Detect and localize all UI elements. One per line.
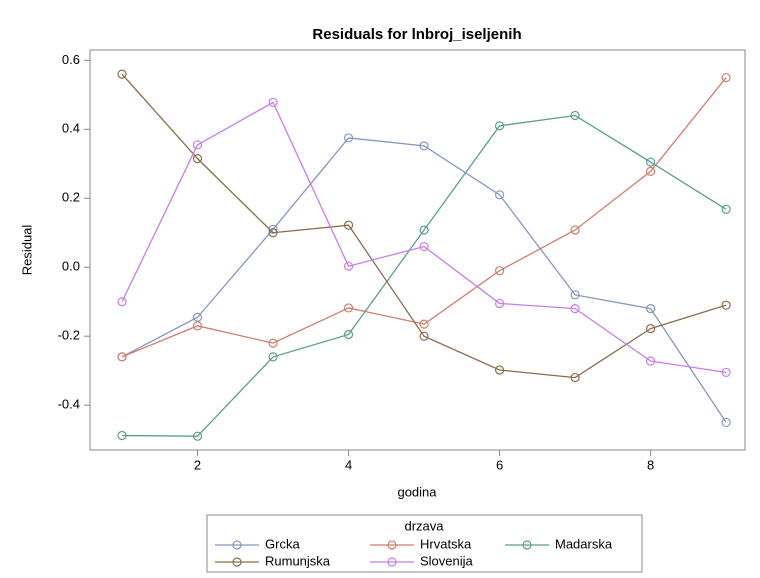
series-line (121, 73, 727, 379)
x-tick-label: 4 (345, 457, 352, 472)
data-point (646, 324, 656, 334)
data-point (494, 298, 505, 309)
legend-frame (206, 514, 643, 573)
data-point (268, 228, 278, 238)
data-point (494, 121, 505, 131)
data-point (117, 352, 127, 362)
data-point (646, 304, 656, 314)
chart-title: Residuals for lnbroj_iseljenih (312, 26, 521, 43)
y-tick-label: -0.2 (58, 328, 80, 343)
legend-label: Slovenija (420, 553, 474, 568)
data-point (570, 110, 580, 121)
data-point (192, 312, 203, 322)
data-point (268, 97, 278, 108)
legend-label: Grcka (265, 536, 300, 551)
data-point (721, 204, 731, 214)
data-point (570, 372, 580, 383)
data-point (343, 261, 354, 271)
legend-label: Madarska (555, 536, 613, 551)
legend-marker (387, 540, 397, 550)
data-point (117, 297, 127, 307)
data-point (343, 220, 354, 230)
data-point (570, 225, 580, 235)
data-point (192, 431, 203, 441)
data-point (721, 300, 731, 310)
y-tick-label: 0.2 (62, 190, 80, 205)
data-point (721, 72, 731, 83)
data-point (192, 321, 203, 331)
y-tick-label: 0.4 (62, 121, 80, 136)
legend-label: Hrvatska (420, 536, 472, 551)
data-point (646, 356, 656, 366)
series-line (121, 77, 727, 358)
legend-title: drzava (404, 518, 444, 533)
data-point (117, 430, 127, 441)
legend-marker (232, 557, 242, 567)
legend-marker (232, 540, 242, 550)
x-axis-label: godina (397, 484, 437, 499)
y-axis-label: Residual (19, 225, 34, 276)
data-point (494, 190, 505, 200)
series-line (121, 137, 727, 423)
x-tick-label: 2 (194, 457, 201, 472)
data-point (646, 166, 656, 176)
data-point (343, 303, 354, 313)
data-point (192, 154, 203, 164)
series-line (122, 114, 727, 437)
data-point (419, 319, 429, 329)
x-tick-label: 6 (496, 457, 503, 472)
plot-frame (89, 49, 746, 451)
legend-marker (387, 557, 397, 567)
legend-label: Rumunjska (265, 553, 331, 568)
data-point (192, 140, 203, 150)
data-point (268, 338, 278, 348)
data-point (343, 133, 354, 143)
data-point (494, 365, 505, 375)
y-tick-label: 0.0 (62, 259, 80, 274)
data-point (494, 266, 505, 276)
data-point (268, 352, 278, 362)
data-point (419, 241, 429, 252)
data-point (646, 157, 656, 167)
legend-marker (522, 540, 532, 550)
x-tick-label: 8 (647, 457, 654, 472)
data-point (419, 141, 429, 151)
data-point (570, 290, 580, 300)
data-point (419, 331, 429, 341)
data-point (721, 417, 731, 428)
data-point (721, 367, 731, 378)
data-point (570, 304, 580, 314)
data-point (419, 225, 429, 235)
y-tick-label: 0.6 (62, 52, 80, 67)
y-tick-label: -0.4 (58, 397, 80, 412)
data-point (117, 69, 127, 79)
data-point (343, 329, 354, 340)
series-line (121, 101, 727, 374)
